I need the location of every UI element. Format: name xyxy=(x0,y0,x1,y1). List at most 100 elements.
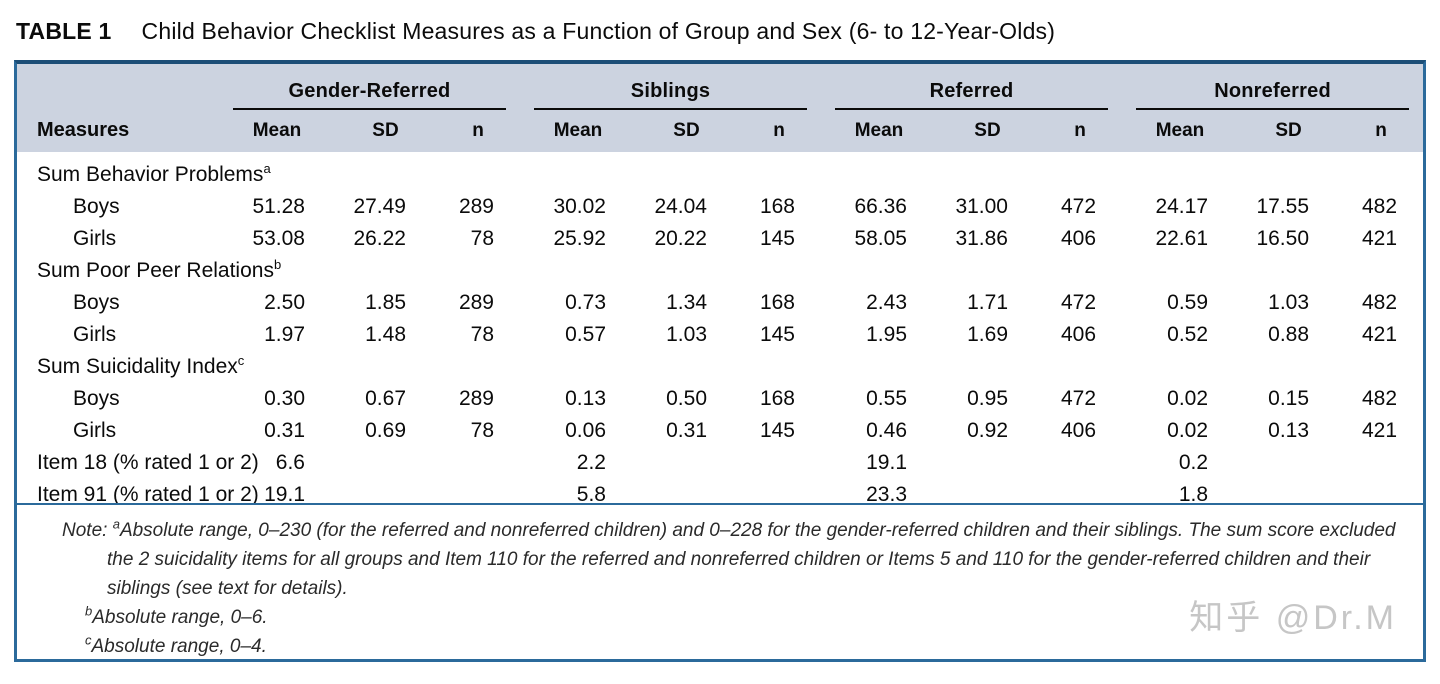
row-label: Sum Suicidality Indexc xyxy=(37,353,245,378)
footnote-marker-b: b xyxy=(85,603,93,619)
row-label: Boys xyxy=(73,195,120,218)
cell: 1.34 xyxy=(666,291,707,314)
cell: 1.69 xyxy=(967,323,1008,346)
table-row: Item 91 (% rated 1 or 2) 19.1 5.8 23.3 1… xyxy=(17,479,1423,511)
footnote-marker: b xyxy=(273,257,282,272)
cell xyxy=(436,351,520,383)
table-body: Sum Behavior Problemsa Boys 51.28 27.49 28… xyxy=(17,152,1423,511)
cell xyxy=(1038,152,1122,191)
cell xyxy=(436,152,520,191)
cell: 78 xyxy=(470,323,494,346)
mean-column-header: Mean xyxy=(1155,120,1205,141)
group-label: Siblings xyxy=(630,80,711,102)
cell xyxy=(1038,255,1122,287)
cell xyxy=(737,255,821,287)
cell: 23.3 xyxy=(866,483,907,506)
cell: 289 xyxy=(458,195,494,218)
cell: 472 xyxy=(1060,195,1097,218)
measures-column-header: Measures xyxy=(37,119,130,141)
cell: 406 xyxy=(1060,323,1097,346)
table-number: TABLE 1 xyxy=(16,18,112,44)
table-row: Boys 2.50 1.85 289 0.73 1.34 168 2.43 1.71 472… xyxy=(17,287,1423,319)
cell: 168 xyxy=(759,195,795,218)
footnote-marker: a xyxy=(263,161,271,176)
cell: 145 xyxy=(759,323,795,346)
cell: 66.36 xyxy=(854,195,907,218)
cell: 78 xyxy=(470,227,494,250)
cell xyxy=(436,447,520,479)
cell: 19.1 xyxy=(866,451,907,474)
cell: 25.92 xyxy=(553,227,606,250)
footnote-marker-c: c xyxy=(85,632,92,648)
cell xyxy=(1339,255,1423,287)
cell: 19.1 xyxy=(264,483,305,506)
cell xyxy=(520,152,636,191)
cell: 0.88 xyxy=(1268,323,1310,346)
cell: 145 xyxy=(759,227,795,250)
cell: 22.61 xyxy=(1155,227,1209,250)
group-header-gender-referred: Gender-Referred xyxy=(219,64,520,110)
cell xyxy=(937,351,1038,383)
cell xyxy=(821,255,937,287)
cell xyxy=(520,255,636,287)
row-label: Sum Behavior Problemsa xyxy=(37,161,271,186)
cell: 0.69 xyxy=(365,419,406,442)
cell: 0.52 xyxy=(1167,323,1209,346)
cell: 26.22 xyxy=(353,227,406,250)
note-label: Note: xyxy=(62,520,108,541)
table-caption: TABLE 1 Child Behavior Checklist Measures… xyxy=(16,18,1055,45)
cell: 406 xyxy=(1060,227,1097,250)
group-header-row: Gender-Referred Siblings Referred Nonref… xyxy=(17,64,1423,110)
group-underline xyxy=(835,108,1109,110)
cell: 289 xyxy=(458,387,494,410)
cell: 168 xyxy=(759,291,795,314)
cell: 472 xyxy=(1060,387,1097,410)
table-notes: Note: aAbsolute range, 0–230 (for the re… xyxy=(17,503,1423,659)
cell: 53.08 xyxy=(252,227,305,250)
cell xyxy=(937,255,1038,287)
note-b: bAbsolute range, 0–6. xyxy=(39,604,1401,633)
group-label: Referred xyxy=(929,80,1014,102)
cell: 2.50 xyxy=(264,291,305,314)
cell: 58.05 xyxy=(854,227,907,250)
cell: 30.02 xyxy=(553,195,606,218)
cell: 1.95 xyxy=(866,323,907,346)
group-header-referred: Referred xyxy=(821,64,1122,110)
cell xyxy=(1339,152,1423,191)
n-column-header: n xyxy=(472,120,484,141)
footnote-marker-a: a xyxy=(112,516,120,532)
cell xyxy=(1038,447,1122,479)
group-label: Nonreferred xyxy=(1214,80,1331,102)
cell: 482 xyxy=(1362,387,1398,410)
cell xyxy=(1122,152,1238,191)
group-underline xyxy=(534,108,807,110)
cell xyxy=(335,152,436,191)
group-underline xyxy=(233,108,506,110)
row-label: Sum Poor Peer Relationsb xyxy=(37,257,282,282)
cell xyxy=(1122,255,1238,287)
cell xyxy=(1339,447,1423,479)
group-label: Gender-Referred xyxy=(288,80,451,102)
cell xyxy=(737,152,821,191)
table-frame: Gender-Referred Siblings Referred Nonref… xyxy=(14,60,1426,662)
cell: 0.95 xyxy=(967,387,1008,410)
mean-column-header: Mean xyxy=(553,120,603,141)
cell: 20.22 xyxy=(654,227,707,250)
cell: 0.15 xyxy=(1268,387,1310,410)
cell: 0.31 xyxy=(666,419,707,442)
cell: 0.59 xyxy=(1167,291,1209,314)
cell: 17.55 xyxy=(1256,195,1310,218)
cell: 0.46 xyxy=(866,419,907,442)
cell: 2.43 xyxy=(866,291,907,314)
footnote-marker: c xyxy=(237,353,245,368)
cell: 1.85 xyxy=(365,291,406,314)
cell: 24.04 xyxy=(654,195,707,218)
cell: 0.13 xyxy=(565,387,606,410)
row-label: Boys xyxy=(73,387,120,410)
cell xyxy=(636,255,737,287)
cell xyxy=(1238,447,1339,479)
sd-column-header: SD xyxy=(372,120,399,141)
table-row: Girls 53.08 26.22 78 25.92 20.22 145 58.05 31… xyxy=(17,223,1423,255)
row-label: Item 91 (% rated 1 or 2) xyxy=(37,483,259,506)
